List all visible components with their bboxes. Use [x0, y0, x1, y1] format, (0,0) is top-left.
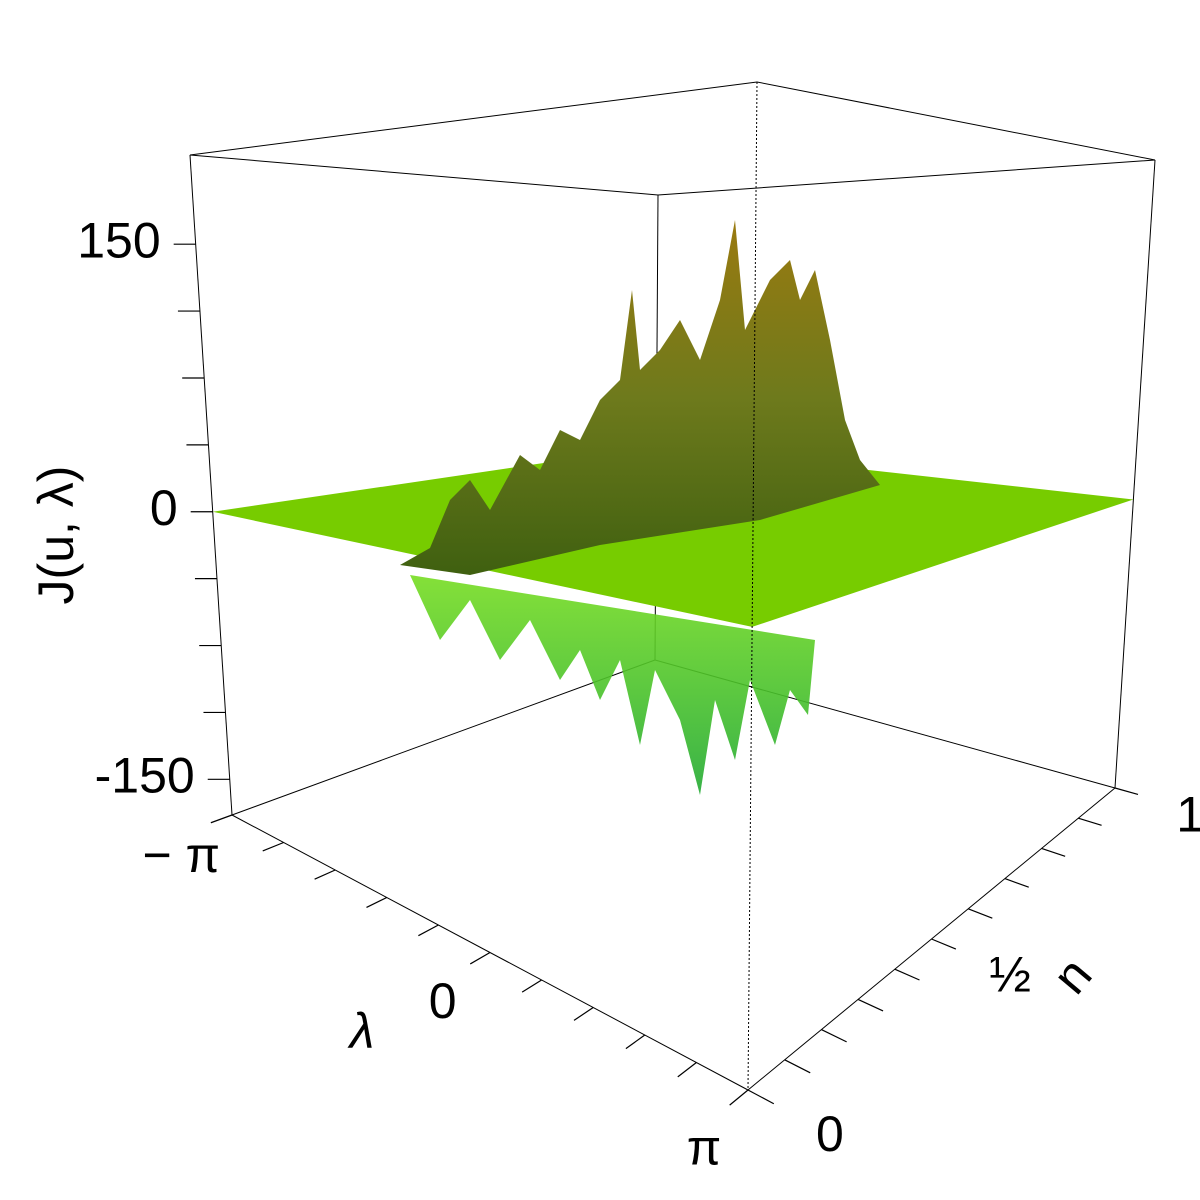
x-tick: [1041, 847, 1066, 857]
surface-plane: [212, 446, 1134, 627]
z-tick-label: 150: [77, 212, 160, 268]
x-tick: [747, 1089, 775, 1105]
x-tick: [784, 1059, 811, 1074]
box-edge: [189, 154, 233, 816]
x-tick-label: ½: [989, 946, 1031, 1002]
y-tick-label: 0: [429, 973, 457, 1029]
y-tick-label: − π: [142, 827, 220, 883]
y-tick: [469, 951, 491, 965]
x-axis-label: u: [1048, 952, 1109, 1009]
y-axis-label: λ: [347, 1003, 375, 1059]
z-tick-label: 0: [150, 480, 178, 536]
y-tick-label: π: [687, 1119, 722, 1175]
y-tick: [625, 1034, 646, 1050]
y-tick: [210, 814, 233, 824]
y-tick: [573, 1007, 594, 1021]
box-edge: [747, 81, 758, 1091]
x-tick-label: 0: [816, 1106, 844, 1162]
y-tick: [262, 841, 284, 852]
y-tick: [521, 979, 542, 993]
surface-below: [410, 575, 815, 795]
x-tick: [967, 908, 993, 919]
box: [189, 81, 1156, 1091]
y-tick: [677, 1062, 697, 1078]
y-tick: [366, 896, 388, 908]
y-tick: [418, 924, 439, 937]
y-tick: [314, 869, 336, 880]
box-edge: [231, 659, 656, 816]
x-tick: [1114, 787, 1139, 795]
y-tick: [729, 1089, 749, 1106]
x-tick: [857, 998, 884, 1012]
x-tick: [821, 1029, 847, 1043]
x-tick-label: 1: [1176, 787, 1200, 843]
x-tick: [1004, 878, 1029, 888]
z-tick-label: -150: [95, 748, 195, 804]
x-tick: [894, 968, 920, 981]
x-tick: [931, 938, 957, 950]
box-top: [189, 81, 1156, 196]
surface-ridge: [400, 220, 880, 575]
z-axis-label: J(u, λ): [28, 466, 84, 605]
x-tick: [1078, 817, 1102, 826]
box-edge: [1114, 159, 1156, 789]
